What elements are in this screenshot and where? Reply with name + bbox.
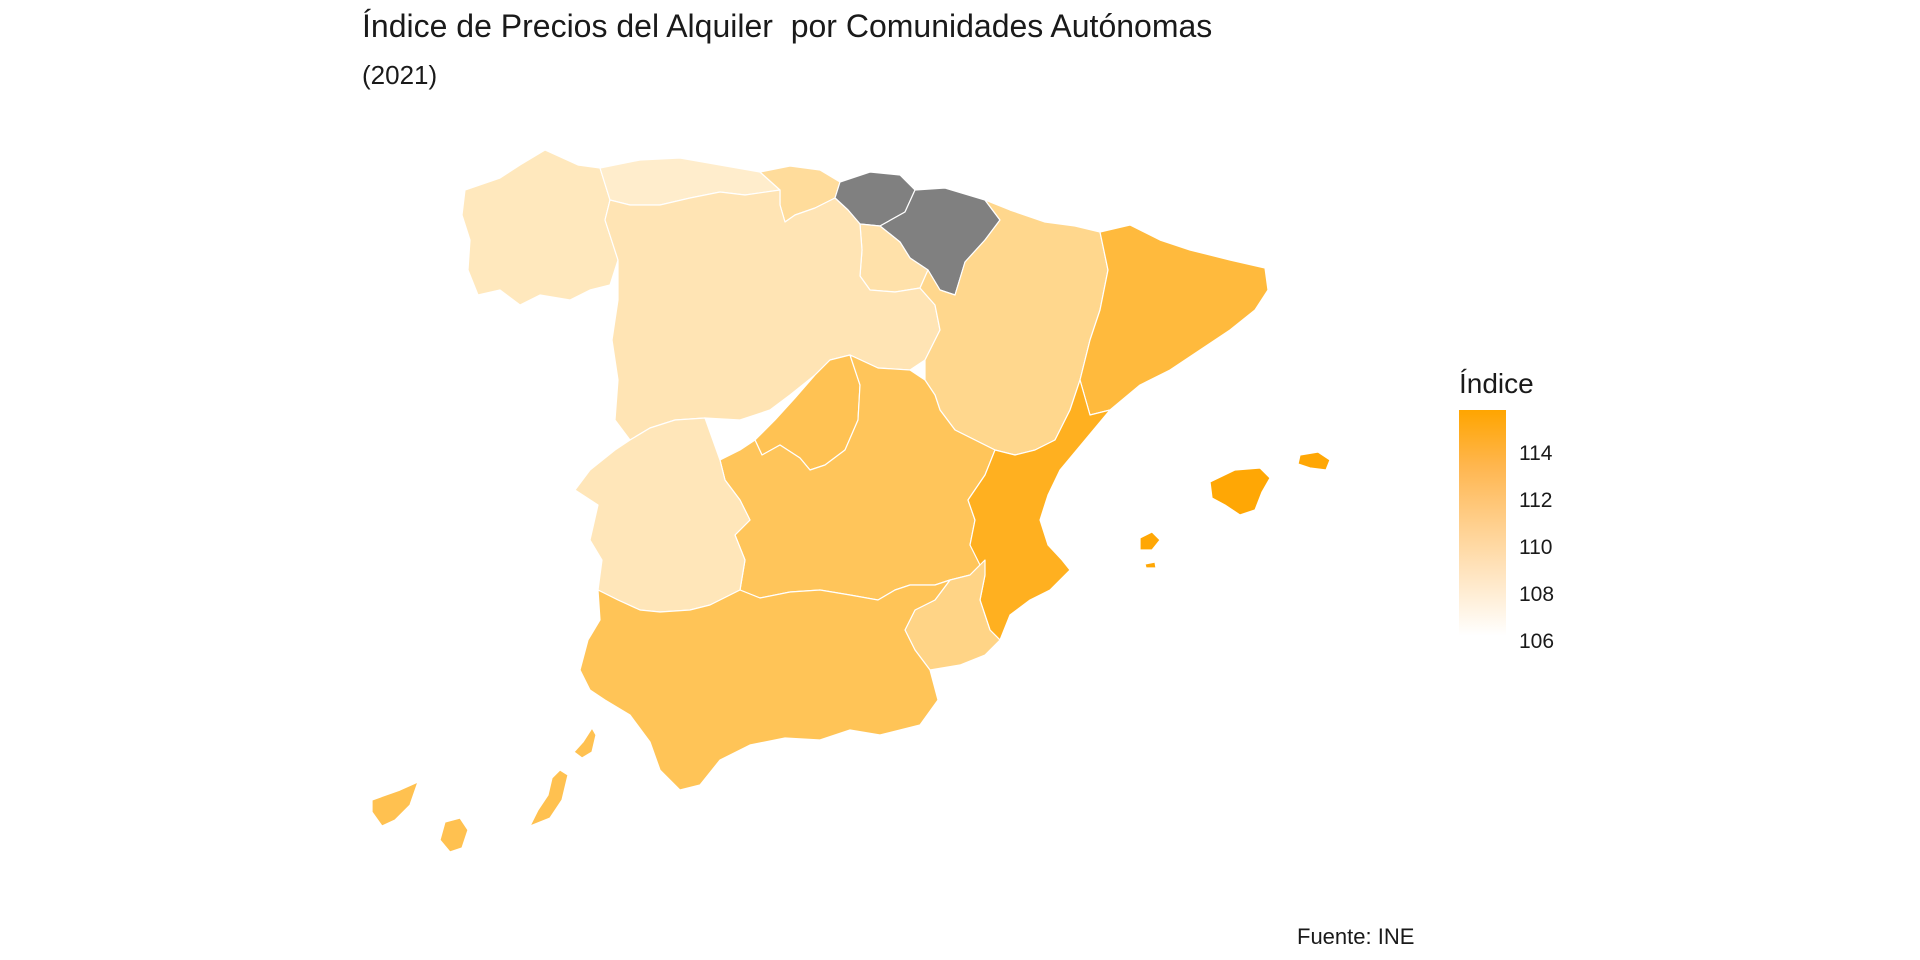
region-baleares-ibiza: [1139, 531, 1161, 551]
region-baleares-menorca: [1297, 451, 1331, 471]
legend-tick-106: 106: [1519, 630, 1555, 653]
region-canarias-tenerife: [371, 781, 419, 827]
region-baleares-mallorca: [1209, 467, 1271, 516]
legend-title: Índice: [1459, 368, 1534, 399]
region-galicia: [461, 149, 619, 306]
legend-colorbar-wrap: 114 112 110 108 106: [1459, 410, 1554, 653]
source-caption: Fuente: INE: [1297, 924, 1415, 949]
color-legend: Índice 114 112 110 108 106: [1459, 368, 1554, 653]
map-subtitle: (2021): [362, 60, 438, 90]
legend-tick-110: 110: [1519, 536, 1553, 559]
region-canarias-gran-canaria: [439, 817, 469, 853]
region-canarias-fuerteventura: [529, 769, 569, 827]
legend-tick-108: 108: [1519, 583, 1555, 606]
legend-tick-112: 112: [1519, 489, 1553, 512]
region-baleares-formentera: [1144, 561, 1157, 569]
region-canarias-lanzarote: [573, 727, 597, 759]
region-cataluna: [1079, 224, 1269, 416]
region-extremadura: [574, 417, 751, 613]
legend-colorbar: [1459, 410, 1506, 636]
region-andalucia: [579, 579, 951, 791]
map-title: Índice de Precios del Alquiler por Comun…: [362, 8, 1213, 44]
legend-tick-114: 114: [1519, 442, 1553, 465]
